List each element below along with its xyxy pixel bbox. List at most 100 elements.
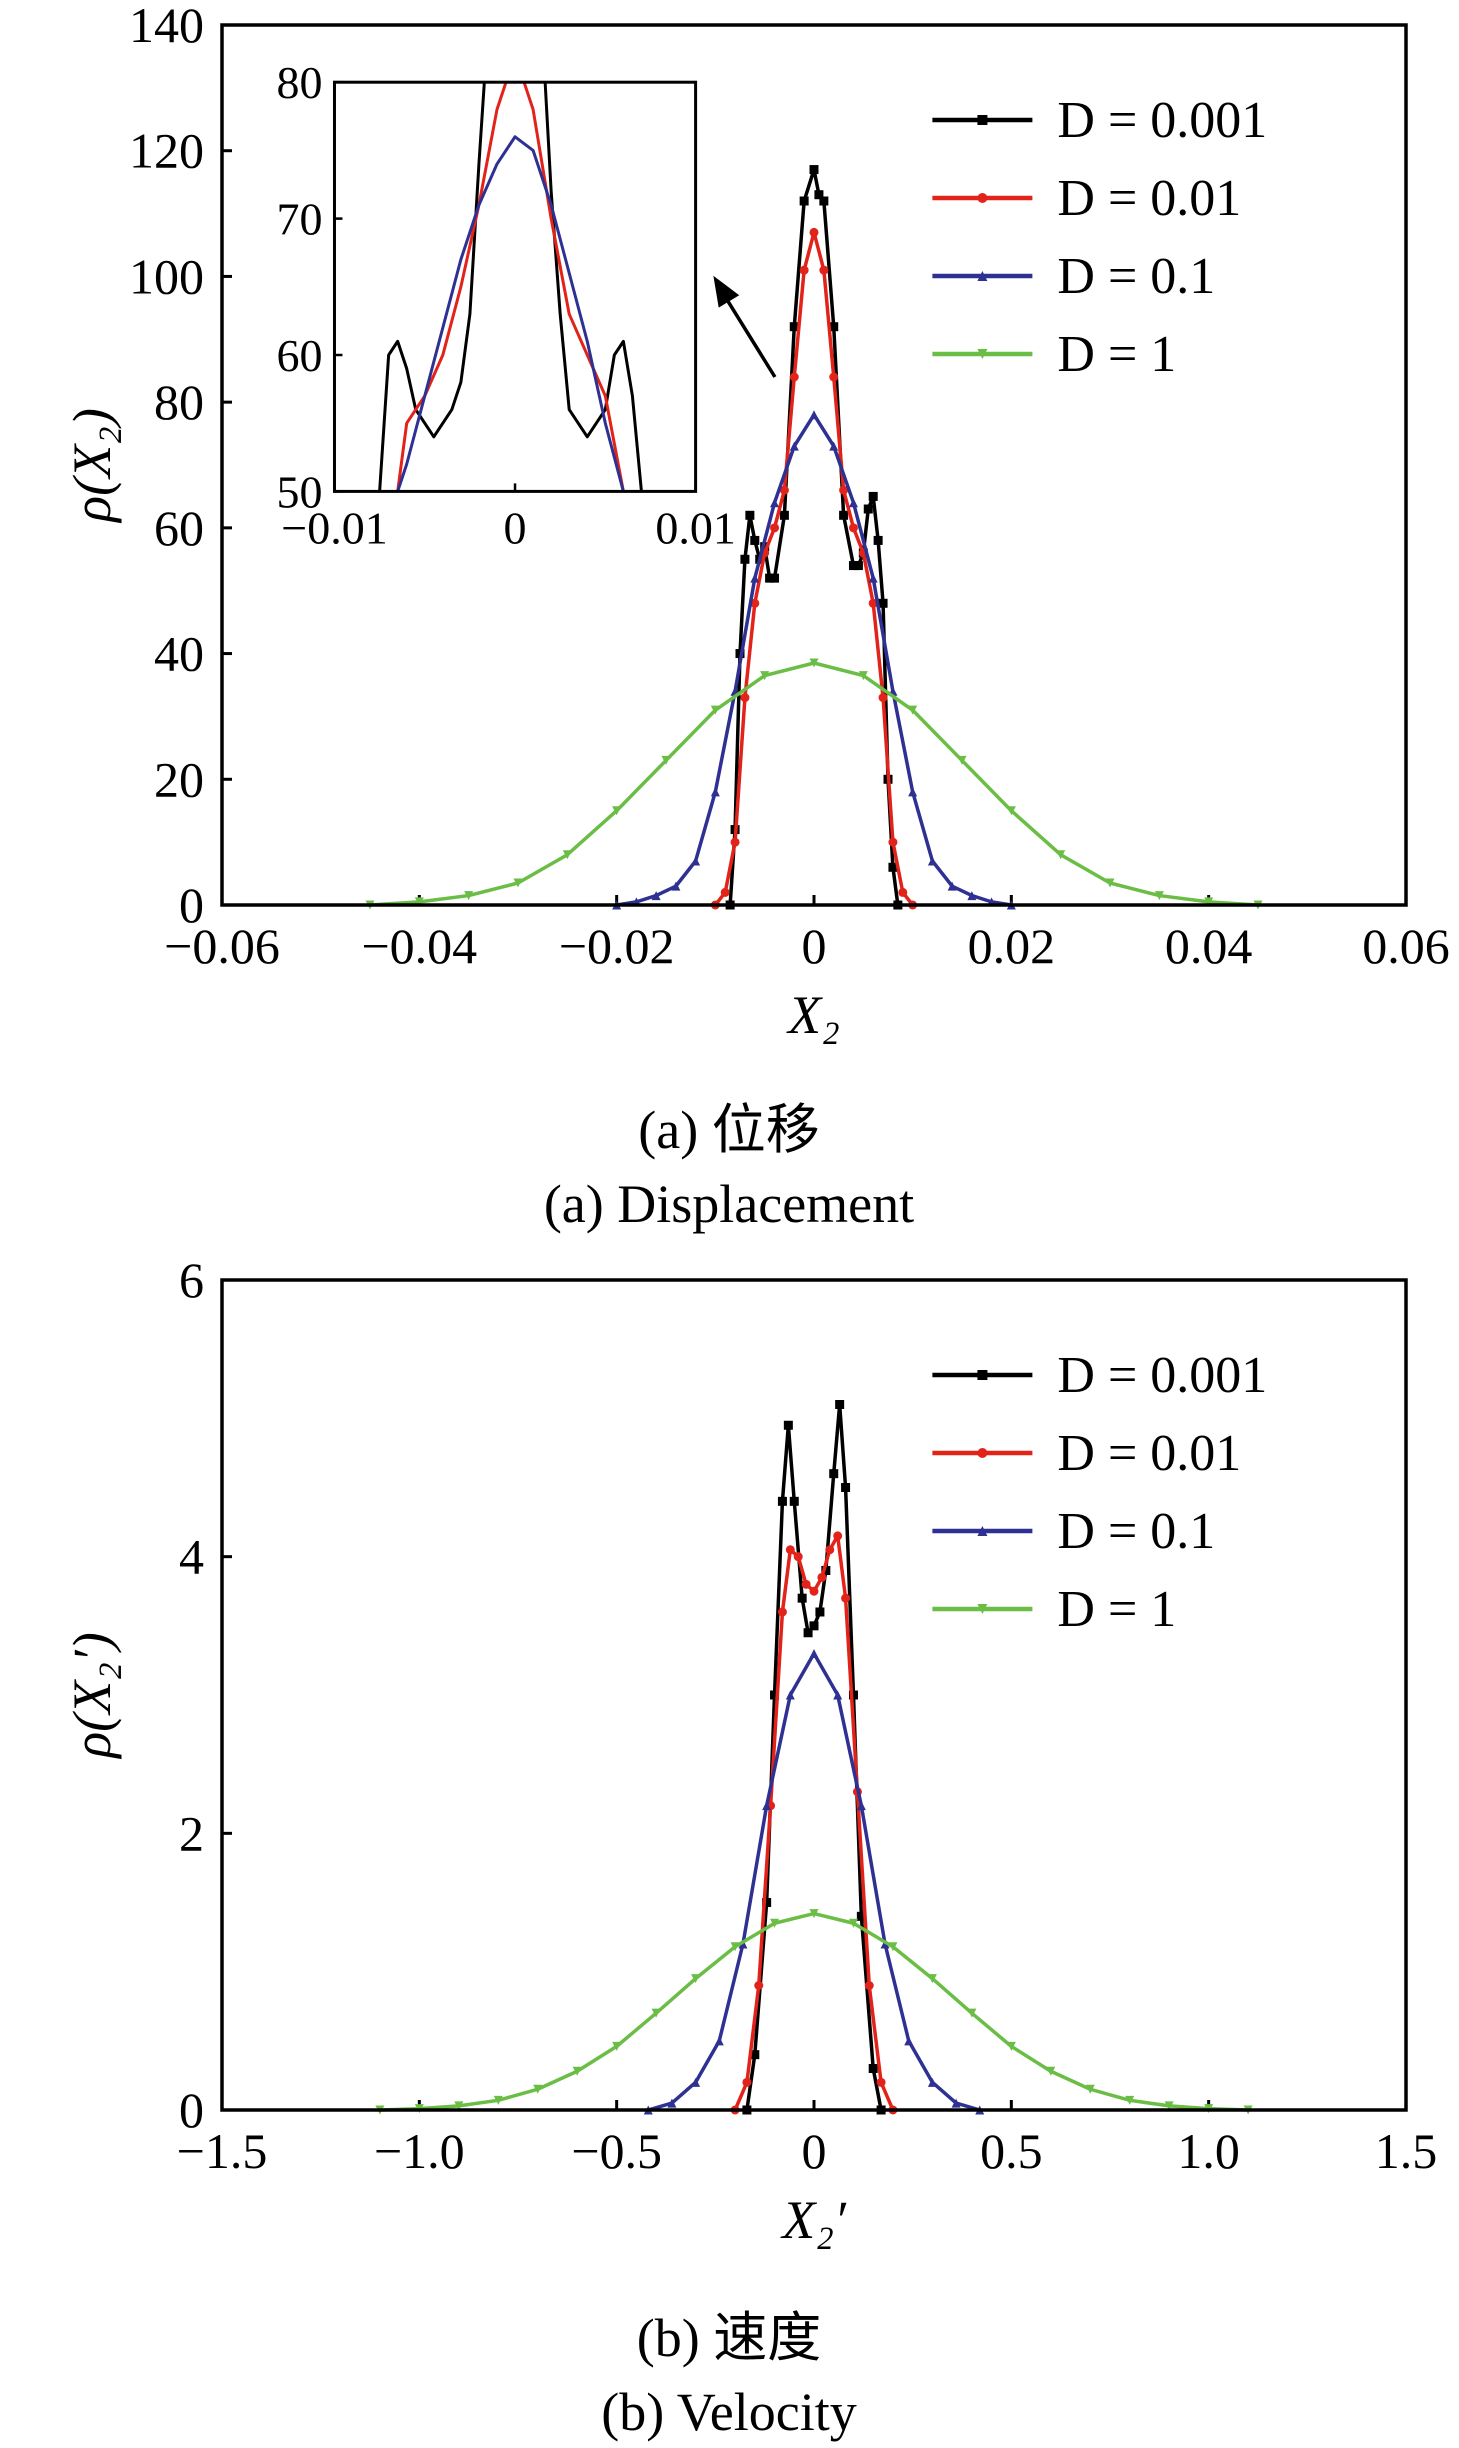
data-point [809, 227, 819, 237]
data-point [760, 671, 770, 681]
x-tick-label: 0.5 [980, 2123, 1043, 2179]
data-point [876, 2077, 886, 2087]
series-line [647, 1651, 981, 2112]
inset-arrow-head [713, 275, 740, 308]
data-point [740, 693, 750, 703]
x-tick-label: 1.5 [1375, 2123, 1438, 2179]
caption-b-zh: (b) 速度 [637, 2308, 821, 2368]
data-point [799, 196, 809, 206]
data-point [779, 485, 789, 495]
series-line [379, 1911, 1249, 2112]
legend-entry: D = 0.1 [932, 248, 1215, 305]
data-point [730, 837, 740, 847]
data-point [856, 1911, 866, 1921]
inset-background [334, 82, 696, 492]
x-tick-label: 0 [802, 2123, 827, 2179]
data-point [803, 1628, 813, 1638]
data-point [888, 862, 898, 872]
legend-entry: D = 0.001 [932, 1347, 1267, 1404]
data-point [848, 523, 858, 533]
data-point [661, 755, 671, 765]
data-point [856, 1801, 866, 1811]
legend-label: D = 0.001 [1057, 1347, 1267, 1404]
data-point [1154, 891, 1164, 901]
data-point [720, 887, 730, 897]
data-point [710, 705, 720, 715]
chart-displacement: −0.06 −0.04 −0.02 0 0.02 0.04 0.06 0 20 40 60 80 100… [62, 0, 1450, 1045]
series-d-0-1 [643, 1649, 985, 2115]
legend-entry: D = 0.01 [932, 1425, 1241, 1482]
data-point [821, 1566, 831, 1575]
series-d-0-001 [742, 1400, 886, 2115]
legend-label: D = 0.01 [1057, 170, 1241, 227]
legend-label: D = 0.01 [1057, 1425, 1241, 1482]
data-point [1006, 2041, 1016, 2051]
x-tick-label: 1.0 [1177, 2123, 1240, 2179]
data-point [904, 2036, 914, 2046]
x-tick-label: 0.04 [1165, 918, 1253, 974]
data-point [789, 441, 799, 451]
data-point [819, 196, 829, 206]
legend-label: D = 1 [1057, 1581, 1176, 1638]
data-point [815, 1607, 825, 1617]
data-point [671, 881, 681, 891]
data-point [750, 535, 760, 545]
y-axis-label: ρ(X₂′) [62, 1632, 122, 1759]
data-point [908, 787, 918, 797]
series-line [745, 1402, 883, 2111]
data-point [858, 671, 868, 681]
data-point [667, 2098, 677, 2108]
data-point [765, 573, 775, 583]
data-point [839, 485, 849, 495]
data-point [841, 1593, 851, 1603]
data-point [809, 410, 819, 420]
data-point [868, 491, 878, 501]
data-point [691, 856, 701, 866]
legend-marker [977, 1448, 988, 1458]
x-axis-label: X₂ [786, 985, 840, 1045]
y-tick-label: 6 [179, 1252, 204, 1308]
x-tick-label: −0.04 [361, 918, 477, 974]
x-tick-label: −1.0 [374, 2123, 465, 2179]
chart-velocity: −1.5 −1.0 −0.5 0 0.5 1.0 1.5 0 2 4 6 X₂′ ρ(X₂′) D = 0… [62, 1252, 1437, 2250]
legend-entry: D = 0.01 [932, 170, 1241, 227]
data-point [762, 1898, 772, 1907]
data-point [789, 1496, 799, 1506]
inset-y-tick-label: 80 [276, 57, 322, 108]
data-point [853, 561, 863, 571]
data-point [754, 1981, 764, 1990]
data-point [967, 2008, 977, 2018]
inset-y-tick-label: 50 [276, 466, 322, 517]
caption-a-en: (a) Displacement [544, 1174, 914, 1234]
inset-y-tick-label: 60 [276, 330, 322, 381]
inset-series-d-0-001 [378, 82, 643, 492]
data-point [783, 1420, 793, 1430]
x-tick-label: −0.02 [559, 918, 675, 974]
data-point [967, 891, 977, 901]
plot-frame [220, 23, 1408, 907]
data-point [750, 573, 760, 583]
data-point [863, 504, 873, 514]
data-point [927, 856, 937, 866]
x-tick-label: −0.5 [571, 2123, 662, 2179]
data-point [809, 1621, 819, 1631]
data-point [1164, 2101, 1174, 2111]
y-tick-label: 4 [179, 1529, 204, 1585]
y-tick-label: 120 [129, 123, 204, 179]
x-tick-label: 0.02 [968, 918, 1056, 974]
data-point [651, 2008, 661, 2018]
data-point [825, 1545, 835, 1555]
y-tick-label: 2 [179, 1805, 204, 1861]
data-point [835, 1400, 845, 1409]
data-point [873, 535, 883, 545]
inset-series-d-0-1 [396, 135, 625, 492]
legend-marker [977, 1370, 988, 1380]
y-tick-label: 100 [129, 248, 204, 304]
data-point [770, 1690, 780, 1700]
data-point [562, 850, 572, 860]
data-point [841, 1483, 851, 1492]
caption-a-zh: (a) 位移 [638, 1100, 819, 1160]
data-point [785, 1690, 795, 1700]
data-point [947, 881, 957, 891]
